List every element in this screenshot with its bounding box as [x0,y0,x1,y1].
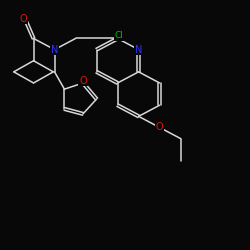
Text: O: O [20,14,28,24]
Text: N: N [51,44,58,54]
Text: Cl: Cl [114,31,123,40]
Text: N: N [135,44,142,54]
Text: O: O [156,122,164,132]
Text: O: O [79,76,87,86]
